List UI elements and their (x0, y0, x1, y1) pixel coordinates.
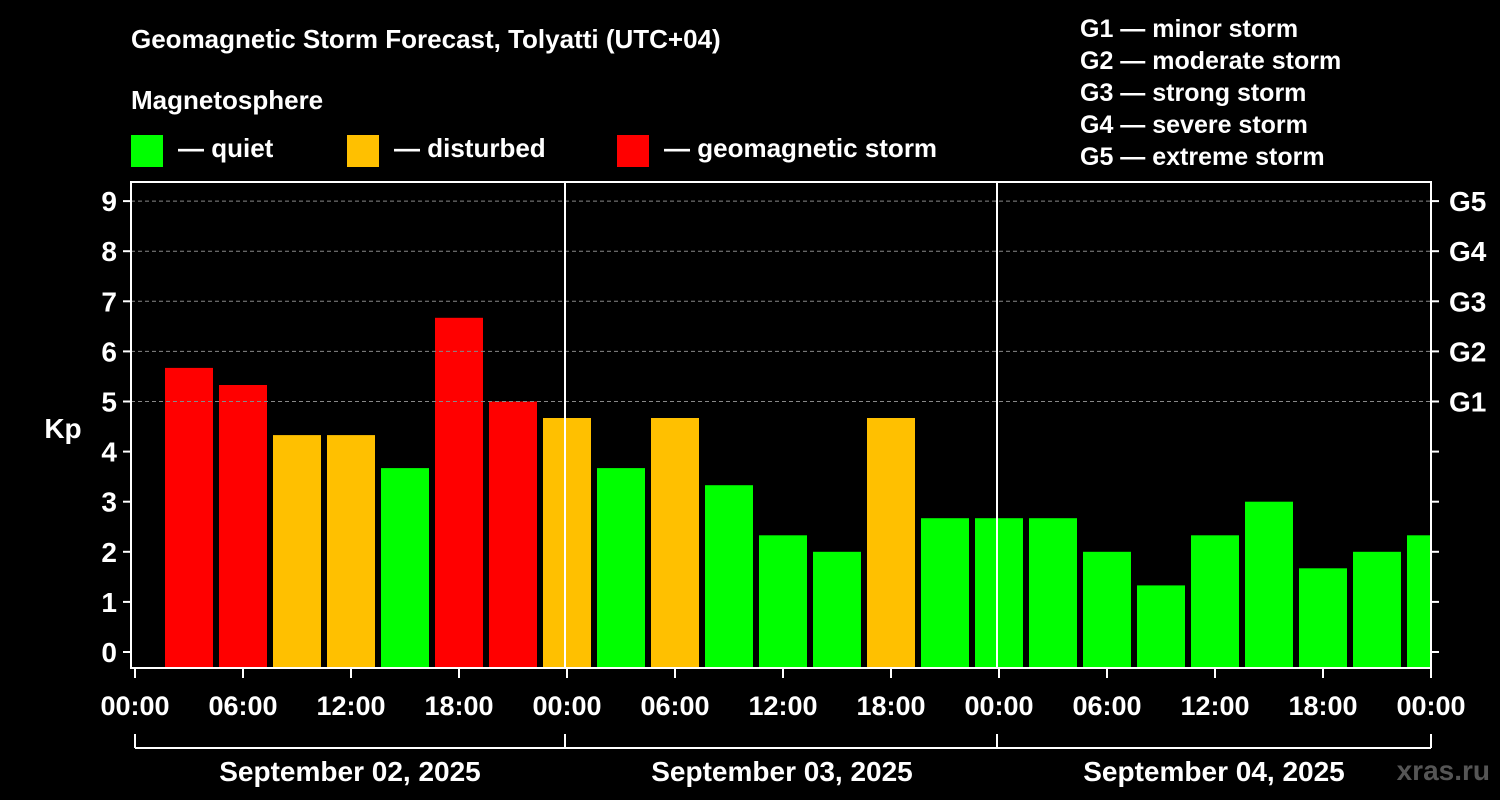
bar-24 (1407, 535, 1430, 668)
legend-label-storm: — geomagnetic storm (664, 133, 937, 163)
right-label-g4: G4 (1449, 236, 1487, 267)
x-tick-label-8: 00:00 (964, 691, 1033, 721)
bar-17 (1029, 518, 1077, 668)
bar-20 (1191, 535, 1239, 668)
y-tick-label-6: 6 (101, 336, 117, 367)
x-tick-label-6: 12:00 (748, 691, 817, 721)
bar-18 (1083, 551, 1131, 668)
x-tick-label-4: 00:00 (532, 691, 601, 721)
g-scale-g2: G2 — moderate storm (1080, 47, 1341, 75)
bar-7 (489, 401, 537, 668)
legend-swatch-disturbed (347, 135, 379, 167)
chart-title: Geomagnetic Storm Forecast, Tolyatti (UT… (131, 24, 721, 54)
y-tick-label-1: 1 (101, 587, 117, 618)
x-tick-label-0: 00:00 (100, 691, 169, 721)
legend-label-quiet: — quiet (178, 133, 274, 163)
x-tick-label-11: 18:00 (1288, 691, 1357, 721)
bar-5 (381, 468, 429, 668)
right-label-g1: G1 (1449, 387, 1486, 418)
y-tick-label-7: 7 (101, 286, 117, 317)
x-tick-label-9: 06:00 (1072, 691, 1141, 721)
y-tick-label-2: 2 (101, 537, 117, 568)
legend-swatch-quiet (131, 135, 163, 167)
bar-14 (867, 418, 915, 668)
bar-3 (273, 435, 321, 668)
bar-22 (1299, 568, 1347, 668)
right-label-g5: G5 (1449, 186, 1486, 217)
y-tick-label-9: 9 (101, 186, 117, 217)
watermark: xras.ru (1397, 755, 1490, 786)
x-tick-label-2: 12:00 (316, 691, 385, 721)
right-label-g2: G2 (1449, 336, 1486, 367)
x-tick-label-5: 06:00 (640, 691, 709, 721)
bar-10 (651, 418, 699, 668)
legend-heading: Magnetosphere (131, 85, 323, 115)
bar-19 (1137, 585, 1185, 668)
right-label-g3: G3 (1449, 286, 1486, 317)
day-label-1: September 03, 2025 (651, 756, 913, 787)
x-tick-label-7: 18:00 (856, 691, 925, 721)
bar-2 (219, 385, 267, 668)
y-tick-label-0: 0 (101, 637, 117, 668)
bar-4 (327, 435, 375, 668)
bar-21 (1245, 501, 1293, 668)
bar-11 (705, 485, 753, 668)
x-tick-label-3: 18:00 (424, 691, 493, 721)
day-label-0: September 02, 2025 (219, 756, 481, 787)
legend-swatch-storm (617, 135, 649, 167)
y-tick-label-8: 8 (101, 236, 117, 267)
bar-15 (921, 518, 969, 668)
bar-23 (1353, 551, 1401, 668)
y-tick-label-5: 5 (101, 387, 117, 418)
bar-8 (543, 418, 591, 668)
y-tick-label-4: 4 (101, 437, 117, 468)
g-scale-g1: G1 — minor storm (1080, 15, 1298, 43)
bar-6 (435, 317, 483, 668)
bar-13 (813, 551, 861, 668)
g-scale-g3: G3 — strong storm (1080, 79, 1306, 107)
day-label-2: September 04, 2025 (1083, 756, 1345, 787)
legend-label-disturbed: — disturbed (394, 133, 546, 163)
bar-16 (975, 518, 1023, 668)
x-tick-label-12: 00:00 (1396, 691, 1465, 721)
x-tick-label-1: 06:00 (208, 691, 277, 721)
plot-area: 0 1 2 3 4 5 6 7 8 9 G1 G2 G3 G4 G5 00:00 06:00 12:00 18:00… (100, 181, 1487, 787)
x-tick-label-10: 12:00 (1180, 691, 1249, 721)
bar-9 (597, 468, 645, 668)
y-tick-label-3: 3 (101, 487, 117, 518)
g-scale-g5: G5 — extreme storm (1080, 143, 1325, 171)
plot-frame (130, 181, 1432, 669)
y-axis-label: Kp (44, 413, 81, 444)
bar-1 (165, 367, 213, 668)
bar-12 (759, 535, 807, 668)
bars (165, 317, 1430, 668)
g-scale-g4: G4 — severe storm (1080, 111, 1308, 139)
